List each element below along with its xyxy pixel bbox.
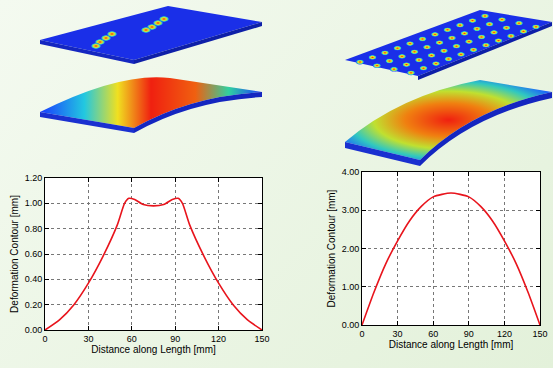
svg-text:1.00: 1.00: [342, 282, 360, 292]
svg-text:0.40: 0.40: [25, 274, 43, 284]
svg-text:60: 60: [428, 329, 438, 339]
svg-text:90: 90: [170, 334, 180, 344]
svg-text:0.80: 0.80: [25, 224, 43, 234]
svg-text:Distance along Length [mm]: Distance along Length [mm]: [389, 339, 514, 350]
svg-text:Distance along Length [mm]: Distance along Length [mm]: [91, 344, 216, 355]
svg-text:90: 90: [464, 329, 474, 339]
svg-text:2.00: 2.00: [342, 244, 360, 254]
svg-text:0.00: 0.00: [342, 320, 360, 330]
svg-text:0: 0: [359, 329, 364, 339]
svg-text:1.00: 1.00: [25, 198, 43, 208]
svg-text:Deformation Contour [mm]: Deformation Contour [mm]: [326, 189, 337, 307]
svg-text:150: 150: [532, 329, 547, 339]
svg-text:0.00: 0.00: [25, 325, 43, 335]
svg-text:120: 120: [497, 329, 512, 339]
svg-text:120: 120: [211, 334, 226, 344]
svg-text:30: 30: [83, 334, 93, 344]
svg-text:30: 30: [393, 329, 403, 339]
svg-text:150: 150: [254, 334, 269, 344]
svg-text:0.20: 0.20: [25, 300, 43, 310]
svg-text:4.00: 4.00: [342, 167, 360, 177]
svg-text:3.00: 3.00: [342, 205, 360, 215]
svg-text:60: 60: [127, 334, 137, 344]
svg-text:0.60: 0.60: [25, 249, 43, 259]
svg-text:1.20: 1.20: [25, 173, 43, 183]
svg-text:Deformation Contour [mm]: Deformation Contour [mm]: [9, 195, 20, 313]
svg-text:0: 0: [42, 334, 47, 344]
